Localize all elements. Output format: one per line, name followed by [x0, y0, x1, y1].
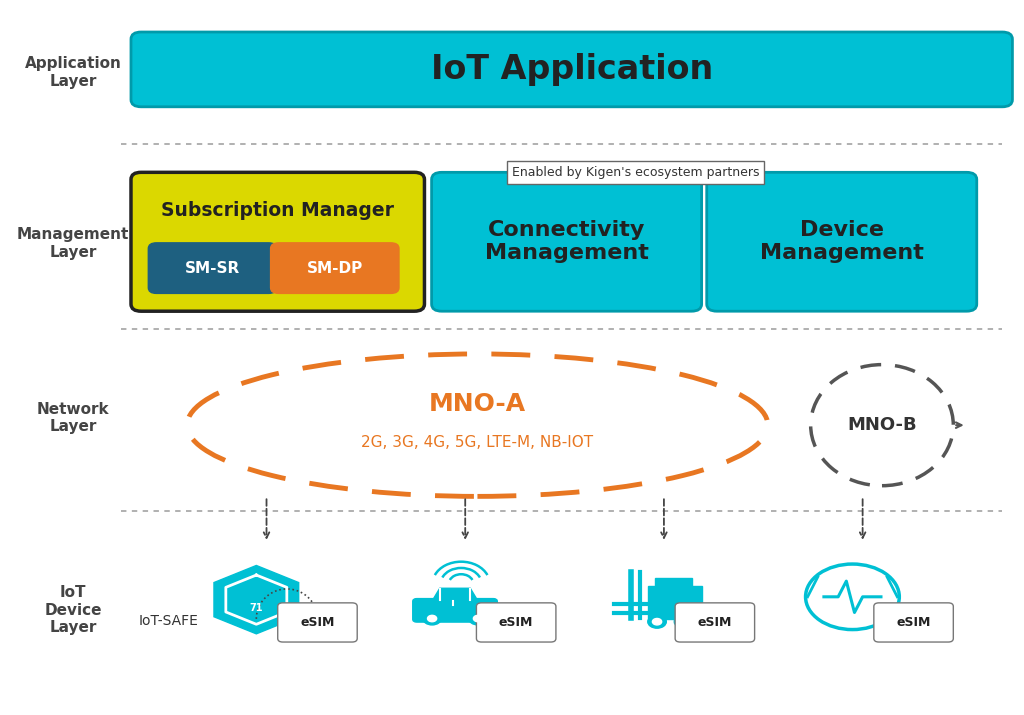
FancyBboxPatch shape [131, 32, 1013, 107]
Text: MNO-A: MNO-A [429, 392, 526, 416]
Text: IoT Application: IoT Application [430, 53, 713, 86]
Text: SM-SR: SM-SR [185, 260, 241, 275]
Text: Management
Layer: Management Layer [16, 227, 129, 260]
FancyBboxPatch shape [675, 603, 755, 642]
Text: Enabled by Kigen's ecosystem partners: Enabled by Kigen's ecosystem partners [512, 166, 759, 179]
FancyBboxPatch shape [131, 172, 425, 311]
FancyBboxPatch shape [270, 243, 399, 293]
Text: Device
Management: Device Management [760, 220, 924, 263]
FancyBboxPatch shape [413, 598, 498, 622]
Text: Network
Layer: Network Layer [37, 402, 110, 434]
Text: MNO-B: MNO-B [847, 416, 916, 434]
FancyBboxPatch shape [476, 603, 556, 642]
Text: Connectivity
Management: Connectivity Management [484, 220, 648, 263]
FancyBboxPatch shape [707, 172, 977, 311]
Polygon shape [214, 566, 299, 633]
Text: eSIM: eSIM [697, 616, 732, 629]
Circle shape [679, 618, 688, 625]
Text: Enabled by Kigen's ecosystem partners: Enabled by Kigen's ecosystem partners [512, 166, 759, 179]
Text: SM-DP: SM-DP [306, 260, 362, 275]
FancyBboxPatch shape [431, 172, 701, 311]
Circle shape [423, 612, 441, 625]
FancyBboxPatch shape [148, 243, 276, 293]
Text: 71: 71 [250, 603, 263, 613]
Text: Application
Layer: Application Layer [25, 56, 121, 89]
FancyBboxPatch shape [873, 603, 953, 642]
Polygon shape [432, 588, 478, 601]
Text: eSIM: eSIM [499, 616, 534, 629]
FancyBboxPatch shape [648, 586, 702, 619]
Text: eSIM: eSIM [896, 616, 931, 629]
Circle shape [652, 618, 662, 625]
Text: Subscription Manager: Subscription Manager [161, 201, 394, 220]
Circle shape [469, 612, 487, 625]
Circle shape [648, 615, 667, 628]
Circle shape [473, 616, 482, 622]
FancyBboxPatch shape [278, 603, 357, 642]
Circle shape [427, 616, 436, 622]
Text: IoT
Device
Layer: IoT Device Layer [44, 586, 101, 635]
Text: eSIM: eSIM [300, 616, 335, 629]
Circle shape [674, 615, 693, 628]
FancyBboxPatch shape [655, 578, 692, 598]
Text: IoT-SAFE: IoT-SAFE [139, 614, 199, 628]
Text: 2G, 3G, 4G, 5G, LTE-M, NB-IOT: 2G, 3G, 4G, 5G, LTE-M, NB-IOT [361, 435, 594, 450]
